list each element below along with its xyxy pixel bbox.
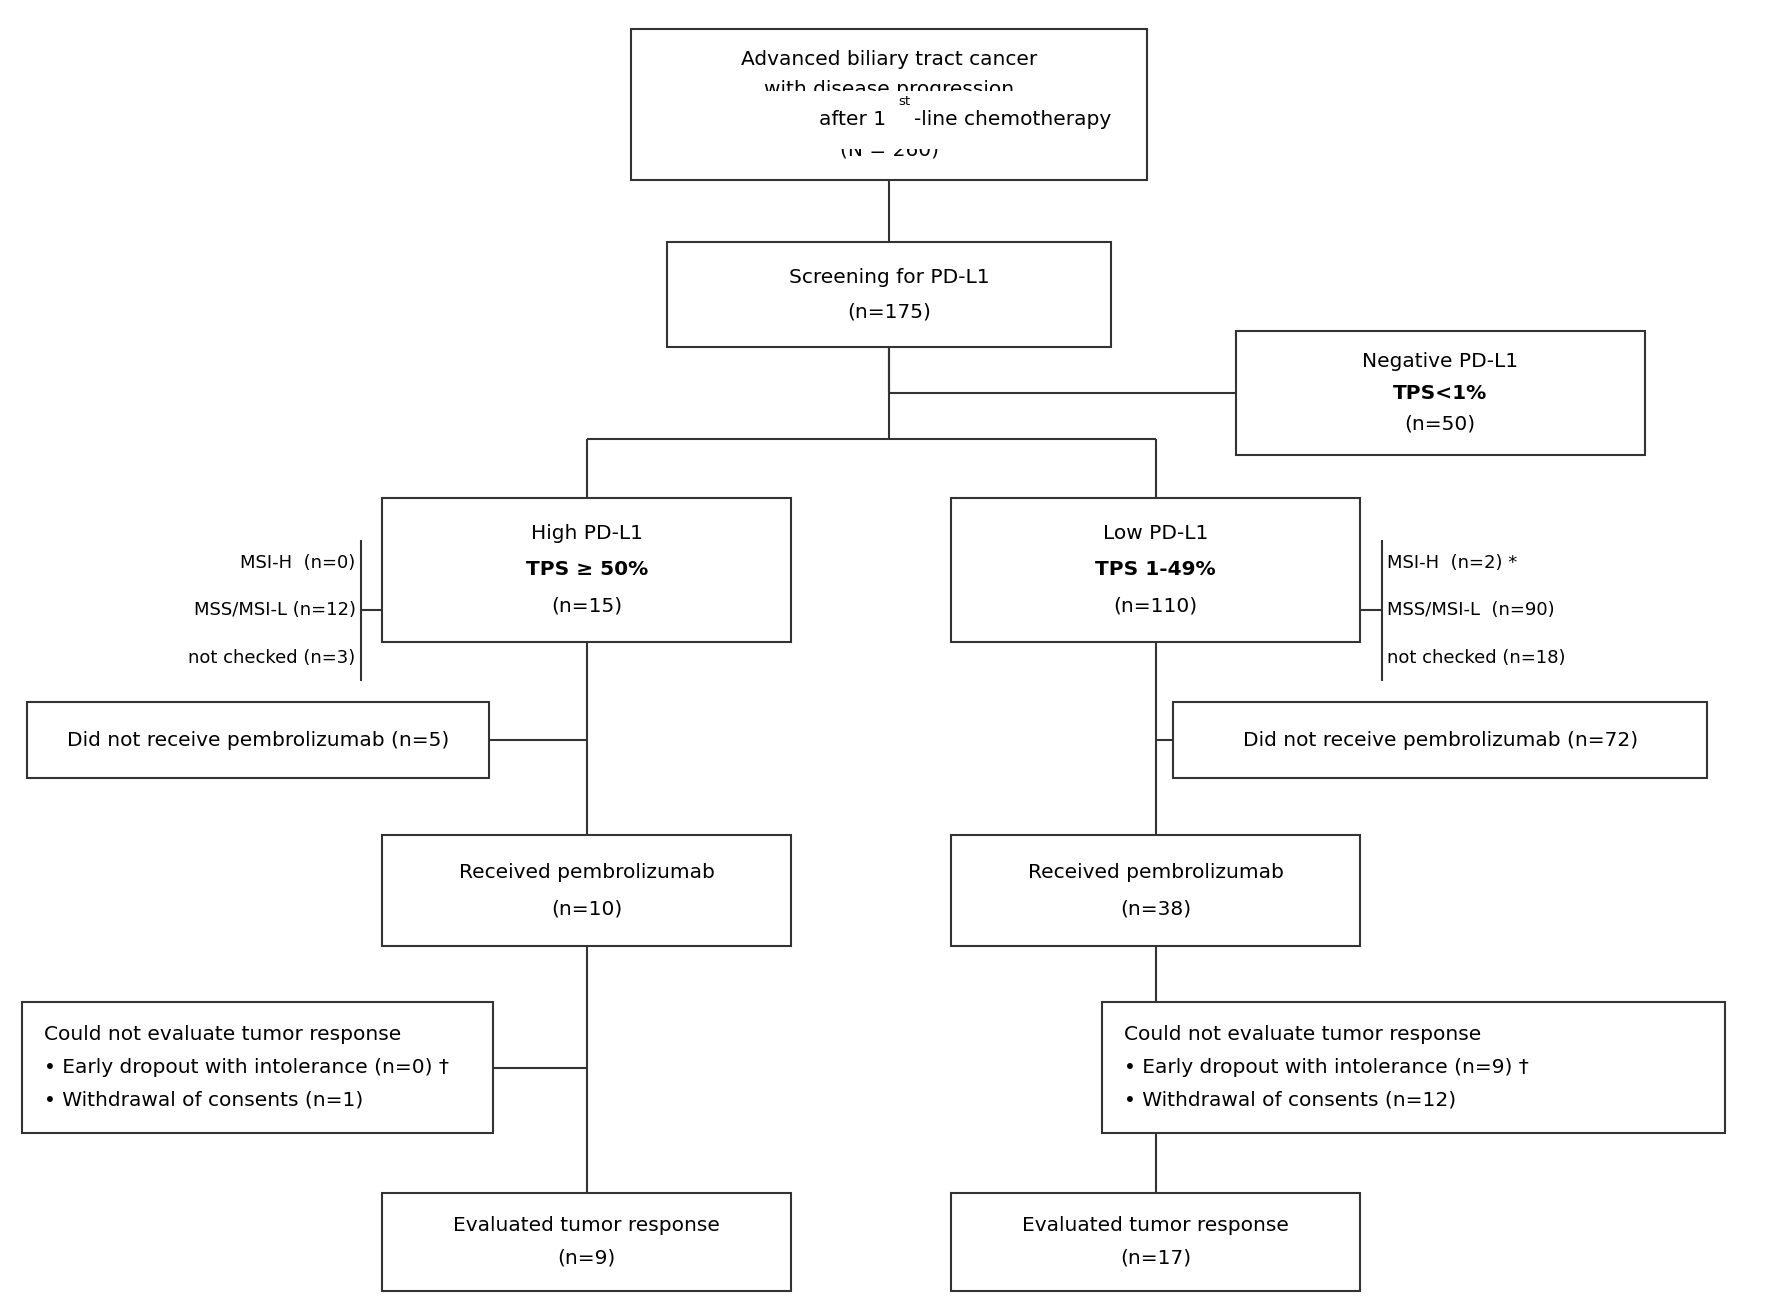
- FancyBboxPatch shape: [1173, 702, 1707, 778]
- FancyBboxPatch shape: [1236, 331, 1645, 456]
- FancyBboxPatch shape: [382, 836, 791, 946]
- Text: Could not evaluate tumor response: Could not evaluate tumor response: [1124, 1026, 1481, 1044]
- FancyBboxPatch shape: [1102, 1002, 1725, 1133]
- Text: Negative PD-L1: Negative PD-L1: [1362, 352, 1518, 372]
- Text: TPS<1%: TPS<1%: [1392, 384, 1488, 402]
- Text: TPS 1-49%: TPS 1-49%: [1095, 561, 1216, 579]
- Text: Received pembrolizumab: Received pembrolizumab: [459, 863, 715, 882]
- Text: not checked (n=18): not checked (n=18): [1387, 648, 1565, 667]
- Text: (n=9): (n=9): [558, 1248, 615, 1268]
- FancyBboxPatch shape: [27, 702, 489, 778]
- Text: MSS/MSI-L (n=12): MSS/MSI-L (n=12): [194, 601, 356, 620]
- Text: (n=10): (n=10): [551, 900, 622, 918]
- FancyBboxPatch shape: [951, 836, 1360, 946]
- Text: Screening for PD-L1: Screening for PD-L1: [789, 267, 989, 287]
- Text: (n=38): (n=38): [1120, 900, 1191, 918]
- Text: • Withdrawal of consents (n=1): • Withdrawal of consents (n=1): [43, 1091, 363, 1110]
- Text: Did not receive pembrolizumab (n=72): Did not receive pembrolizumab (n=72): [1243, 731, 1638, 749]
- Text: • Withdrawal of consents (n=12): • Withdrawal of consents (n=12): [1124, 1091, 1456, 1110]
- Text: Evaluated tumor response: Evaluated tumor response: [453, 1216, 720, 1235]
- FancyBboxPatch shape: [667, 242, 1111, 347]
- Text: Evaluated tumor response: Evaluated tumor response: [1022, 1216, 1289, 1235]
- FancyBboxPatch shape: [951, 1192, 1360, 1292]
- Text: MSS/MSI-L  (n=90): MSS/MSI-L (n=90): [1387, 601, 1554, 620]
- Text: Received pembrolizumab: Received pembrolizumab: [1028, 863, 1284, 882]
- Text: (n=50): (n=50): [1405, 414, 1476, 434]
- Text: (n=17): (n=17): [1120, 1248, 1191, 1268]
- Text: (n=15): (n=15): [551, 596, 622, 616]
- Text: High PD-L1: High PD-L1: [532, 524, 642, 544]
- Text: • Early dropout with intolerance (n=0) †: • Early dropout with intolerance (n=0) †: [43, 1058, 448, 1077]
- FancyBboxPatch shape: [631, 29, 1147, 179]
- FancyBboxPatch shape: [382, 498, 791, 642]
- Text: with disease progression: with disease progression: [765, 80, 1013, 100]
- Text: not checked (n=3): not checked (n=3): [188, 648, 356, 667]
- Text: Did not receive pembrolizumab (n=5): Did not receive pembrolizumab (n=5): [68, 731, 448, 749]
- Text: Advanced biliary tract cancer: Advanced biliary tract cancer: [741, 50, 1037, 69]
- Text: st: st: [898, 96, 910, 107]
- FancyBboxPatch shape: [633, 90, 1145, 148]
- Text: (n=110): (n=110): [1113, 596, 1198, 616]
- Text: (N = 260): (N = 260): [839, 140, 939, 160]
- Text: Low PD-L1: Low PD-L1: [1102, 524, 1209, 544]
- Text: MSI-H  (n=0): MSI-H (n=0): [240, 554, 356, 572]
- FancyBboxPatch shape: [382, 1192, 791, 1292]
- Text: after 1ˢᵗ-line chemotherapy: after 1ˢᵗ-line chemotherapy: [750, 110, 1028, 130]
- Text: TPS ≥ 50%: TPS ≥ 50%: [526, 561, 647, 579]
- FancyBboxPatch shape: [21, 1002, 493, 1133]
- Text: -line chemotherapy: -line chemotherapy: [914, 110, 1111, 130]
- FancyBboxPatch shape: [951, 498, 1360, 642]
- Text: (n=175): (n=175): [846, 303, 932, 322]
- Text: after 1: after 1: [820, 110, 885, 130]
- Text: MSI-H  (n=2) *: MSI-H (n=2) *: [1387, 554, 1517, 572]
- Text: • Early dropout with intolerance (n=9) †: • Early dropout with intolerance (n=9) †: [1124, 1058, 1529, 1077]
- Text: Could not evaluate tumor response: Could not evaluate tumor response: [43, 1026, 400, 1044]
